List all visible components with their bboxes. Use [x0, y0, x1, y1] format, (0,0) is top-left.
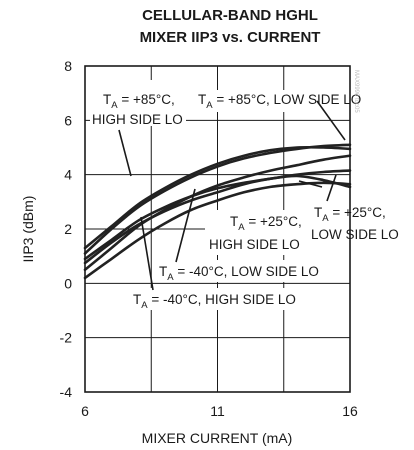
annotation-label: LOW SIDE LO	[311, 227, 399, 242]
annotation-text-part: T	[159, 264, 167, 279]
annotation-leader-line	[316, 100, 346, 141]
chart-title-line-2: MIXER IIP3 vs. CURRENT	[140, 29, 321, 46]
series-line	[83, 181, 352, 280]
annotation-leader-line	[326, 174, 337, 202]
annotation-text-part: = +85°C, LOW SIDE LO	[213, 92, 362, 107]
annotation-text-part: LOW SIDE LO	[311, 227, 399, 242]
annotation-text-part: = -40°C, HIGH SIDE LO	[148, 292, 296, 307]
annotation-label: TA = +25°C,	[314, 205, 386, 224]
annotation-mask	[305, 202, 401, 246]
x-tick-label: 16	[342, 403, 358, 419]
annotation-label: TA = -40°C, LOW SIDE LO	[159, 264, 319, 283]
annotation-text-part: = -40°C, LOW SIDE LO	[174, 264, 319, 279]
x-axis-label: MIXER CURRENT (mA)	[142, 430, 293, 446]
curve-layer	[83, 143, 352, 280]
annotation-mask	[205, 210, 305, 255]
series-line	[83, 154, 352, 272]
series-line	[83, 169, 352, 261]
annotation-text-part: T	[198, 92, 206, 107]
annotation-label: TA = +85°C,	[103, 92, 175, 111]
annotation-text-part: T	[314, 205, 322, 220]
annotation-label: TA = -40°C, HIGH SIDE LO	[133, 292, 296, 311]
annotation-text-part: = +25°C,	[245, 214, 302, 229]
y-tick-label: 8	[64, 58, 72, 74]
annotation-text-part: HIGH SIDE LO	[209, 237, 300, 252]
part-number-label: MAX9990 toc05	[353, 70, 359, 113]
y-axis-label: IIP3 (dBm)	[20, 196, 36, 263]
annotation-text-part: T	[230, 214, 238, 229]
y-tick-label: 6	[64, 112, 72, 128]
series-line	[83, 174, 352, 265]
y-tick-label: 2	[64, 221, 72, 237]
chart-title-line-1: CELLULAR-BAND HGHL	[142, 7, 318, 24]
annotation-label: HIGH SIDE LO	[92, 112, 183, 127]
annotation-label: TA = +25°C,	[230, 214, 302, 233]
annotation-leader-line	[118, 129, 132, 177]
x-tick-label: 11	[210, 403, 225, 419]
annotation-label: HIGH SIDE LO	[209, 237, 300, 252]
annotation-mask	[90, 80, 186, 126]
annotation-leader-line	[140, 216, 154, 291]
plot-frame	[84, 65, 351, 393]
annotation-mask	[128, 288, 340, 310]
y-tick-label: -2	[60, 330, 73, 346]
annotation-subscript: A	[238, 222, 245, 233]
annotation-text-part: HIGH SIDE LO	[92, 112, 183, 127]
annotation-text-part: T	[133, 292, 141, 307]
annotation-mask	[154, 260, 354, 282]
annotation-subscript: A	[141, 300, 148, 311]
annotation-subscript: A	[206, 100, 213, 111]
y-tick-label: -4	[60, 384, 73, 400]
annotation-subscript: A	[322, 213, 329, 224]
y-tick-label: 4	[64, 167, 72, 183]
annotation-leader-line	[298, 180, 323, 188]
annotation-subscript: A	[111, 100, 118, 111]
annotation-text-part: = +25°C,	[329, 205, 386, 220]
x-tick-label: 6	[81, 403, 89, 419]
annotation-label: TA = +85°C, LOW SIDE LO	[198, 92, 361, 111]
annotation-subscript: A	[167, 272, 174, 283]
annotation-text-part: T	[103, 92, 111, 107]
series-line	[83, 143, 352, 255]
annotation-text-part: = +85°C,	[118, 92, 175, 107]
tick-label-layer: 8 6 4 2 0 -2 -4 6 11 16	[60, 58, 358, 419]
y-tick-label: 0	[64, 275, 72, 291]
annotation-leader-line	[175, 188, 196, 263]
